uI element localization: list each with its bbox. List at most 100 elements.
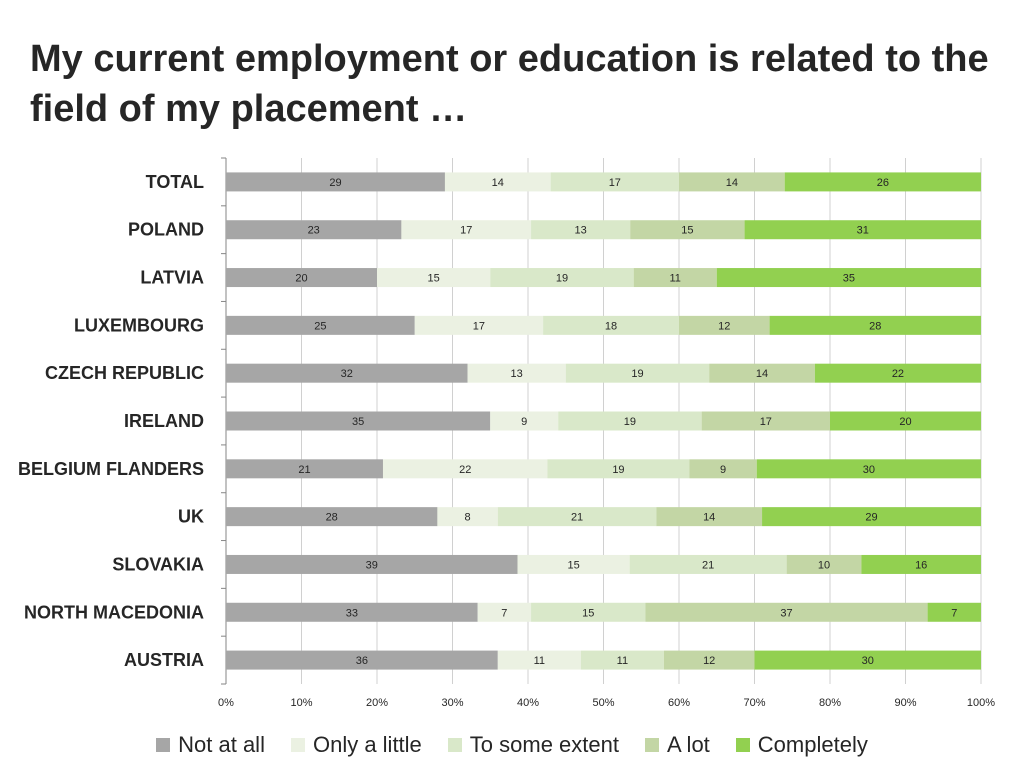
bar-segment [701,411,830,431]
x-tick-label: 60% [668,697,690,709]
data-label: 13 [511,368,523,380]
data-label: 21 [702,559,714,571]
data-label: 8 [465,512,471,524]
category-label: CZECH REPUBLIC [45,363,204,383]
bar-segment [709,363,815,383]
data-label: 30 [863,464,875,476]
data-label: 32 [341,368,353,380]
data-label: 14 [492,177,504,189]
category-label: TOTAL [146,172,204,192]
bar-segment [543,315,679,335]
data-label: 23 [308,225,320,237]
legend-label: A lot [666,732,710,757]
data-label: 33 [346,607,358,619]
bar-segment [226,411,491,431]
bar-segment [226,172,445,192]
data-label: 11 [617,655,628,667]
data-label: 22 [459,464,471,476]
bar-segment [517,554,630,574]
bar-segment [814,363,981,383]
bar-segment [756,459,981,479]
bar-segment [645,602,928,622]
bar-segment [769,315,981,335]
data-label: 18 [605,320,617,332]
bar-segment [226,315,415,335]
bar-segment [565,363,710,383]
legend-label: To some extent [469,732,619,757]
data-label: 29 [329,177,341,189]
bar-segment [490,268,634,288]
bar-segment [444,172,551,192]
bar-segment [784,172,981,192]
legend-label: Not at all [178,732,265,757]
bar-segment [663,650,755,670]
data-label: 26 [877,177,889,189]
category-label: SLOVAKIA [112,554,204,574]
data-label: 11 [670,273,681,285]
category-label: POLAND [128,220,204,240]
x-tick-label: 30% [441,697,463,709]
bar-segment [531,602,646,622]
data-label: 11 [534,655,545,667]
data-label: 17 [473,320,485,332]
category-label: BELGIUM FLANDERS [18,459,204,479]
data-label: 7 [951,607,957,619]
category-label: AUSTRIA [124,650,204,670]
data-label: 28 [869,320,881,332]
data-label: 19 [612,464,624,476]
legend-item: Not at all [156,732,265,758]
bar-segment [531,220,631,240]
data-label: 14 [726,177,738,189]
bar-segment [382,459,548,479]
legend-item: Completely [735,732,868,758]
category-label: IRELAND [124,411,204,431]
legend-swatch [644,738,659,752]
bar-segment [679,315,770,335]
x-tick-label: 10% [290,697,312,709]
x-tick-label: 90% [894,697,916,709]
legend-item: To some extent [447,732,619,758]
bar-segment [580,650,664,670]
bar-segment [226,268,377,288]
category-label: LUXEMBOURG [74,315,204,335]
data-label: 15 [582,607,594,619]
bar-segment [679,172,785,192]
bar-segment [633,268,717,288]
bar-segment [414,315,544,335]
x-tick-label: 40% [517,697,539,709]
data-label: 28 [326,512,338,524]
legend-swatch [290,738,305,752]
data-label: 30 [862,655,874,667]
data-label: 36 [356,655,368,667]
data-label: 12 [703,655,715,667]
data-label: 21 [298,464,310,476]
category-label: LATVIA [140,268,204,288]
data-label: 12 [718,320,730,332]
bar-segment [437,507,498,527]
data-label: 17 [609,177,621,189]
bar-segment [226,459,383,479]
bar-segment [689,459,757,479]
bar-segment [226,602,478,622]
legend-label: Only a little [312,732,422,757]
bar-segment [467,363,566,383]
data-label: 10 [818,559,830,571]
data-label: 29 [865,512,877,524]
bar-segment [630,220,745,240]
bar-segment [762,507,981,527]
data-label: 19 [556,273,568,285]
data-label: 19 [631,368,643,380]
bar-segment [226,507,438,527]
data-label: 20 [899,416,911,428]
data-label: 17 [760,416,772,428]
data-label: 7 [501,607,507,619]
bar-segment [629,554,787,574]
bar-segment [547,459,690,479]
data-label: 17 [460,225,472,237]
data-label: 15 [428,273,440,285]
data-label: 19 [624,416,636,428]
x-tick-label: 70% [743,697,765,709]
bar-segment [401,220,532,240]
legend-item: A lot [644,732,710,758]
bar-segment [497,650,581,670]
